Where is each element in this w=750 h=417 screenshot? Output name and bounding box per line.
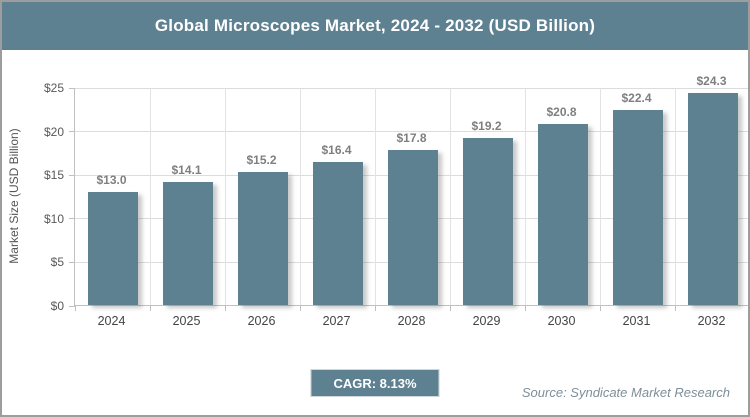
x-axis-tick — [524, 306, 526, 311]
bar-value-label: $13.0 — [96, 172, 127, 187]
x-axis-tick — [149, 306, 151, 311]
x-axis-tick — [299, 306, 301, 311]
x-tick-label: 2024 — [97, 314, 126, 328]
bar-value-label: $17.8 — [396, 130, 427, 145]
x-axis-tick — [224, 306, 226, 311]
y-axis-tick — [69, 218, 75, 220]
bar-2025 — [162, 182, 213, 305]
bar-2027 — [312, 162, 363, 305]
x-tick-label: 2029 — [472, 314, 501, 328]
x-axis-tick — [449, 306, 451, 311]
bar-value-label: $20.8 — [546, 104, 577, 119]
gridline-vertical — [674, 88, 676, 305]
bar-value-label: $22.4 — [621, 90, 652, 105]
bar-2031 — [612, 109, 663, 305]
bar-2026 — [237, 172, 288, 305]
x-axis-tick — [74, 306, 76, 311]
bar-2032 — [687, 93, 738, 305]
chart-title: Global Microscopes Market, 2024 - 2032 (… — [154, 16, 596, 35]
y-tick-label: $10 — [43, 211, 64, 226]
y-axis-tick — [69, 305, 75, 307]
x-tick-label: 2030 — [547, 314, 576, 328]
x-tick-label: 2032 — [697, 314, 726, 328]
y-axis-tick — [69, 174, 75, 176]
gridline-vertical — [374, 88, 376, 305]
bar-2024 — [87, 191, 138, 305]
cagr-badge: CAGR: 8.13% — [310, 369, 440, 397]
x-tick-label: 2027 — [322, 314, 351, 328]
x-axis-tick — [674, 306, 676, 311]
x-axis-tick — [374, 306, 376, 311]
gridline-horizontal — [75, 87, 748, 89]
gridline-vertical — [224, 88, 226, 305]
chart-title-bar: Global Microscopes Market, 2024 - 2032 (… — [2, 2, 748, 50]
x-tick-label: 2031 — [622, 314, 651, 328]
bar-value-label: $24.3 — [696, 74, 727, 89]
gridline-vertical — [599, 88, 601, 305]
gridline-vertical — [449, 88, 451, 305]
gridline-horizontal — [75, 131, 748, 133]
y-tick-label: $5 — [50, 255, 64, 270]
y-tick-label: $20 — [43, 124, 64, 139]
bar-value-label: $15.2 — [246, 153, 277, 168]
bar-2030 — [537, 123, 588, 305]
bar-value-label: $14.1 — [171, 163, 202, 178]
y-tick-label: $15 — [43, 168, 64, 183]
x-tick-label: 2028 — [397, 314, 426, 328]
y-axis-tick — [69, 261, 75, 263]
gridline-vertical — [524, 88, 526, 305]
bar-value-label: $19.2 — [471, 118, 502, 133]
bar-2029 — [462, 137, 513, 305]
y-tick-label: $25 — [43, 81, 64, 95]
bar-2028 — [387, 149, 438, 305]
x-axis-tick — [599, 306, 601, 311]
y-axis-tick — [69, 131, 75, 133]
x-tick-label: 2025 — [172, 314, 201, 328]
y-axis-tick — [69, 87, 75, 89]
plot-area — [69, 87, 748, 311]
cagr-label: CAGR: 8.13% — [333, 375, 417, 391]
bar-value-label: $16.4 — [321, 142, 352, 157]
source-note: Source: Syndicate Market Research — [521, 385, 730, 400]
gridline-vertical — [299, 88, 301, 305]
gridline-vertical — [149, 88, 151, 305]
y-tick-label: $0 — [50, 299, 64, 313]
x-tick-label: 2026 — [247, 314, 276, 328]
